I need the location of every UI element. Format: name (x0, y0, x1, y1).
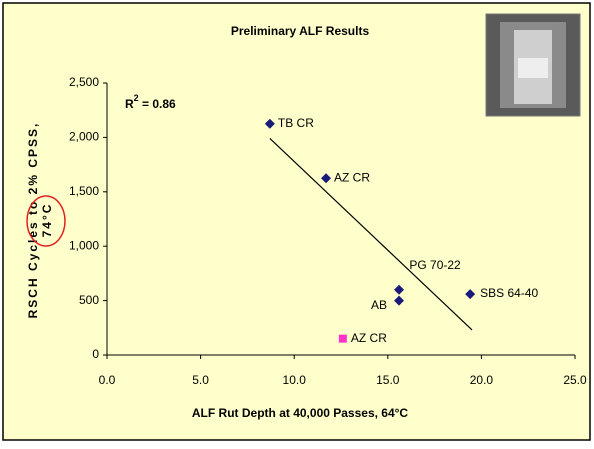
y-axis-label-group: RSCH Cycles to 2% CPSS, 74°C (26, 122, 54, 319)
y-tick-label: 1,500 (69, 184, 99, 198)
point (264, 118, 275, 129)
point-label: AZ CR (334, 170, 370, 184)
highlight-ellipse (26, 195, 66, 247)
point-label: TB CR (278, 116, 314, 130)
y-tick-label: 500 (79, 293, 99, 307)
x-tick-label: 15.0 (376, 373, 400, 387)
point (394, 295, 405, 306)
r-squared-sup: 2 (134, 93, 139, 103)
point-label: PG 70-22 (409, 258, 461, 272)
x-tick-label: 5.0 (192, 373, 209, 387)
x-tick-label: 20.0 (470, 373, 494, 387)
r-squared: R2 = 0.86 (125, 93, 176, 111)
chart-title: Preliminary ALF Results (231, 24, 370, 38)
x-tick-label: 10.0 (283, 373, 307, 387)
y-tick-label: 2,500 (69, 75, 99, 89)
x-tick-label: 0.0 (99, 373, 116, 387)
y-tick-label: 0 (92, 347, 99, 361)
point-label: SBS 64-40 (480, 286, 538, 300)
r-squared-text: = 0.86 (139, 97, 176, 111)
photo (485, 13, 581, 117)
x-axis-label: ALF Rut Depth at 40,000 Passes, 64°C (192, 406, 409, 420)
y-axis-label: 74°C (40, 203, 54, 238)
point (394, 284, 405, 295)
point (338, 334, 347, 343)
y-tick-label: 1,000 (69, 238, 99, 252)
point-label: AB (371, 298, 387, 312)
point (465, 289, 476, 300)
trendline (269, 138, 473, 331)
y-tick-label: 2,000 (69, 130, 99, 144)
point-label: AZ CR (351, 331, 387, 345)
y-axis-label: RSCH Cycles to 2% CPSS, (26, 122, 40, 319)
r-squared-base: R (125, 97, 134, 111)
point (321, 173, 332, 184)
x-tick-label: 25.0 (563, 373, 587, 387)
